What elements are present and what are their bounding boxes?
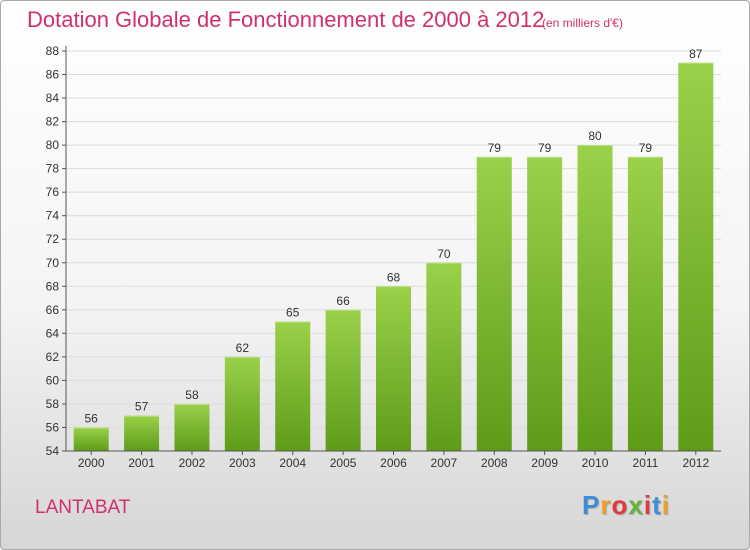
bar xyxy=(124,415,160,451)
x-tick-label: 2002 xyxy=(179,456,206,470)
bar xyxy=(275,321,311,451)
chart-title: Dotation Globale de Fonctionnement de 20… xyxy=(27,7,545,32)
x-axis-ticks: 2000 2001 2002 2003 2004 2005 2006 2007 2008 2009… xyxy=(78,451,709,470)
x-tick-label: 2003 xyxy=(229,456,256,470)
y-tick-label: 78 xyxy=(46,162,60,176)
chart-subtitle: (en milliers d'€) xyxy=(542,16,623,30)
x-tick-label: 2010 xyxy=(582,456,609,470)
x-tick-label: 2004 xyxy=(279,456,306,470)
bar-value-label: 68 xyxy=(387,270,401,284)
bar xyxy=(174,403,210,451)
y-tick-label: 86 xyxy=(46,68,60,82)
y-tick-label: 70 xyxy=(46,256,60,270)
bars: 56 57 58 62 65 66 68 70 79 79 80 79 87 xyxy=(73,47,714,451)
x-tick-label: 2012 xyxy=(682,456,709,470)
y-tick-label: 56 xyxy=(46,420,60,434)
bar-value-label: 79 xyxy=(639,141,653,155)
y-tick-label: 66 xyxy=(46,303,60,317)
bar-value-label: 62 xyxy=(236,341,250,355)
bar xyxy=(426,262,462,451)
bar xyxy=(678,62,714,451)
bar-value-label: 80 xyxy=(588,129,602,143)
bar xyxy=(476,156,512,451)
logo-letter: i xyxy=(661,490,670,520)
y-tick-label: 76 xyxy=(46,185,60,199)
bar-value-label: 87 xyxy=(689,47,703,61)
logo-letter: t xyxy=(652,490,662,520)
x-tick-label: 2000 xyxy=(78,456,105,470)
x-tick-label: 2005 xyxy=(330,456,357,470)
bar-value-label: 65 xyxy=(286,306,300,320)
bar xyxy=(376,286,411,451)
y-tick-label: 58 xyxy=(46,397,60,411)
y-tick-label: 64 xyxy=(46,326,60,340)
y-tick-label: 68 xyxy=(46,279,60,293)
axes xyxy=(65,46,721,452)
y-tick-label: 84 xyxy=(46,91,60,105)
y-tick-label: 54 xyxy=(46,444,60,458)
bar-value-label: 57 xyxy=(135,400,149,414)
bar xyxy=(527,156,563,451)
y-tick-label: 80 xyxy=(46,138,60,152)
commune-name: LANTABAT xyxy=(35,497,131,518)
y-tick-label: 88 xyxy=(46,44,60,58)
proxiti-logo: Proxiti xyxy=(582,490,670,521)
x-tick-label: 2006 xyxy=(380,456,407,470)
y-tick-label: 82 xyxy=(46,115,60,129)
logo-letter: i xyxy=(643,490,653,520)
y-tick-label: 72 xyxy=(46,232,60,246)
bar-value-label: 79 xyxy=(538,141,552,155)
bar xyxy=(577,145,613,451)
x-tick-label: 2007 xyxy=(431,456,458,470)
logo-letter: P xyxy=(582,490,601,520)
y-tick-label: 62 xyxy=(46,350,60,364)
y-tick-label: 74 xyxy=(46,209,60,223)
bar xyxy=(325,309,361,451)
bar-value-label: 70 xyxy=(437,247,451,261)
bar-value-label: 56 xyxy=(85,411,99,425)
bar xyxy=(224,356,260,451)
x-tick-label: 2008 xyxy=(481,456,508,470)
bar-value-label: 66 xyxy=(336,294,350,308)
logo-letter: r xyxy=(600,490,612,520)
bar-value-label: 79 xyxy=(488,141,502,155)
bar xyxy=(73,427,109,451)
x-tick-label: 2001 xyxy=(128,456,155,470)
x-tick-label: 2011 xyxy=(633,456,659,470)
bar xyxy=(627,156,663,451)
logo-letter: x xyxy=(628,490,644,520)
y-axis-ticks: 54 56 58 60 62 64 66 68 70 72 74 76 78 80 82 84 86 88 xyxy=(46,44,66,458)
logo-letter: o xyxy=(611,490,629,520)
bar-value-label: 58 xyxy=(185,388,199,402)
x-tick-label: 2009 xyxy=(531,456,558,470)
y-tick-label: 60 xyxy=(46,373,60,387)
